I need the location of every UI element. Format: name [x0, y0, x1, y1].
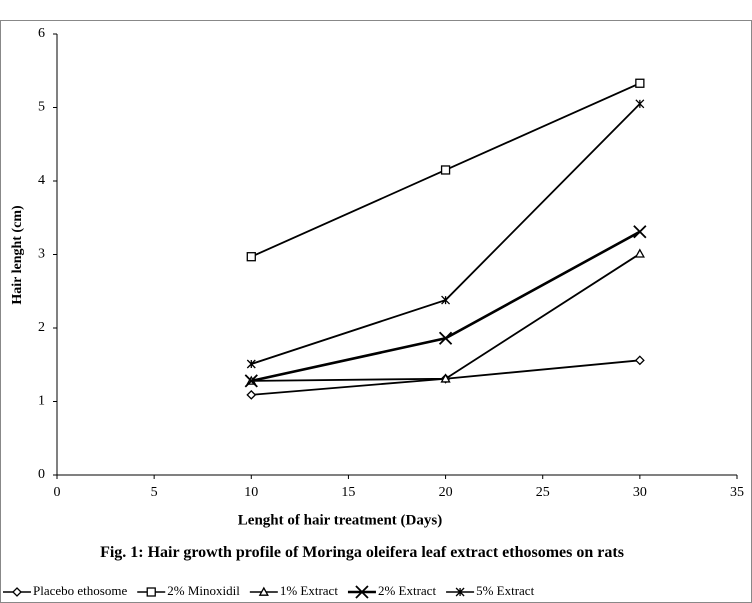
legend-label: 2% Minoxidil	[167, 583, 240, 598]
x-tick-label: 25	[536, 485, 550, 500]
series-line	[251, 253, 641, 382]
y-tick-label: 1	[38, 394, 45, 409]
legend-marker	[455, 587, 465, 597]
legend-label: 2% Extract	[378, 583, 437, 598]
legend-marker	[12, 587, 22, 597]
data-point	[634, 355, 645, 366]
legend-marker	[146, 587, 156, 597]
x-tick-label: 35	[730, 485, 744, 500]
x-axis-label: Lenght of hair treatment (Days)	[238, 512, 442, 528]
y-tick-label: 0	[38, 467, 45, 482]
y-tick-label: 3	[38, 247, 45, 262]
data-point	[635, 99, 645, 109]
legend-label: Placebo ethosome	[33, 583, 127, 598]
x-tick-label: 20	[439, 485, 453, 500]
data-point	[246, 252, 256, 262]
y-tick-label: 6	[38, 26, 45, 41]
x-tick-label: 10	[244, 485, 258, 500]
y-axis-label: Hair lenght (cm)	[10, 205, 25, 305]
chart-title: Fig. 1: Hair growth profile of Moringa o…	[100, 544, 624, 561]
series-line	[251, 103, 641, 365]
y-tick-label: 2	[38, 320, 45, 335]
y-tick-label: 5	[38, 100, 45, 115]
data-point	[246, 389, 257, 400]
data-point	[440, 165, 451, 175]
data-point	[441, 295, 451, 305]
y-tick-label: 4	[38, 173, 45, 188]
data-point	[633, 225, 647, 239]
data-point	[440, 373, 451, 383]
legend-label: 5% Extract	[476, 583, 535, 598]
series-line	[251, 230, 641, 383]
x-tick-label: 0	[54, 485, 61, 500]
data-point	[244, 374, 258, 388]
legend-label: 1% Extract	[280, 583, 339, 598]
legend-marker	[355, 585, 369, 599]
data-point	[635, 78, 645, 88]
x-tick-label: 5	[151, 485, 158, 500]
data-point	[634, 248, 645, 258]
x-tick-label: 30	[633, 485, 647, 500]
x-tick-label: 15	[341, 485, 355, 500]
data-point	[246, 359, 256, 369]
data-point	[438, 331, 453, 345]
legend-marker	[258, 586, 269, 596]
